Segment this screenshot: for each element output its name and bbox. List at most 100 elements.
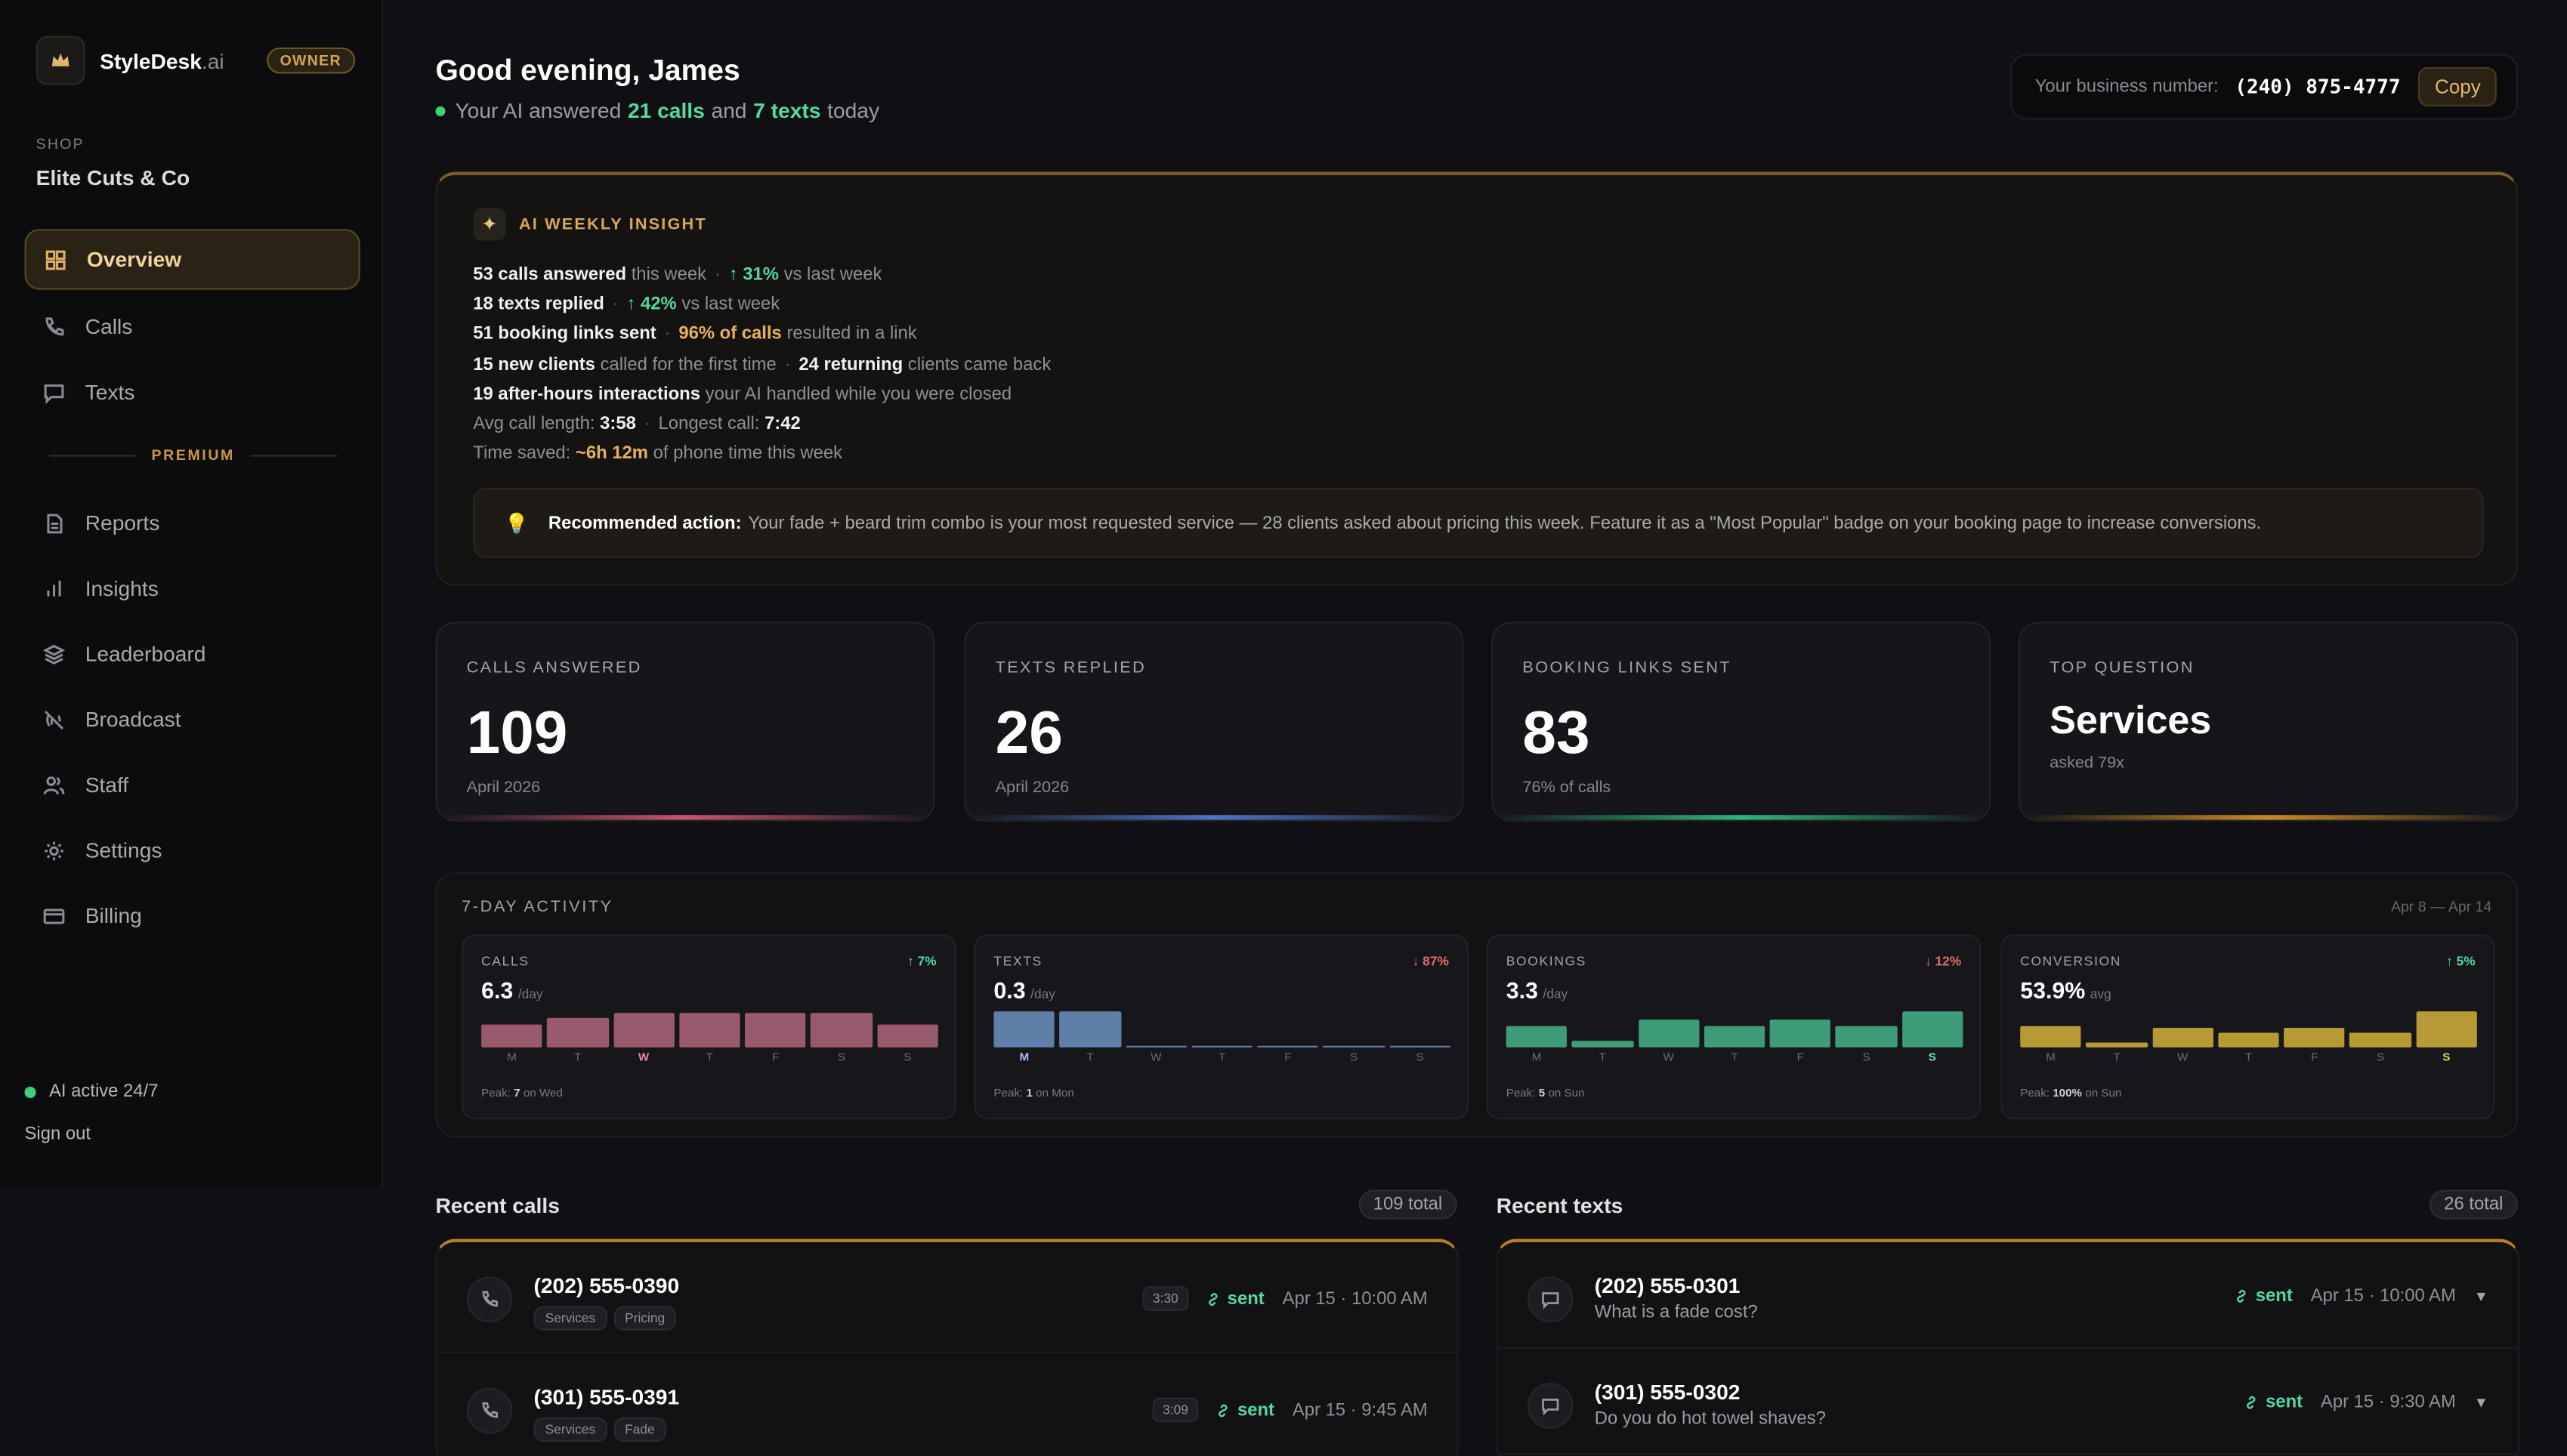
nav-insights[interactable]: Insights — [25, 558, 360, 618]
chart-change: ↑ 7% — [907, 954, 937, 969]
accent-bar — [1493, 815, 1990, 820]
day-label: W — [2177, 1052, 2189, 1064]
activity-bar — [2152, 1027, 2213, 1047]
sender-number: (202) 555-0301 — [1594, 1273, 1741, 1298]
chart-change: ↑ 5% — [2446, 954, 2476, 969]
activity-bar — [1323, 1045, 1385, 1047]
day-label: W — [638, 1052, 650, 1064]
phone-icon — [45, 316, 64, 335]
activity-bar — [1257, 1045, 1319, 1047]
phone-icon — [466, 1276, 513, 1323]
activity-bar — [1769, 1020, 1831, 1047]
expand-caret-icon[interactable]: ▼ — [2473, 1394, 2488, 1411]
bar-group — [481, 1010, 938, 1047]
activity-bar — [2284, 1027, 2346, 1047]
activity-bar — [679, 1013, 740, 1047]
premium-divider: PREMIUM — [49, 447, 337, 464]
text-row[interactable]: (301) 555-0302 Do you do hot towel shave… — [1497, 1349, 2518, 1455]
grid-icon — [45, 249, 66, 270]
call-time: Apr 15 · 9:45 AM — [1292, 1399, 1428, 1420]
bar-chart-icon — [47, 579, 61, 596]
expand-caret-icon[interactable]: ▼ — [2473, 1288, 2488, 1305]
recent-calls-title: Recent calls — [435, 1192, 560, 1218]
activity-range: Apr 8 — Apr 14 — [2390, 898, 2492, 915]
business-number: (240) 875-4777 — [2235, 75, 2401, 99]
nav-broadcast[interactable]: Broadcast — [25, 689, 360, 749]
text-row[interactable]: (202) 555-0301 What is a fade cost? sent… — [1497, 1242, 2518, 1349]
caller-number: (301) 555-0391 — [533, 1384, 680, 1409]
stat-value: 109 — [466, 699, 568, 767]
activity-chart-conversion: CONVERSION ↑ 5% 53.9% avg M T W T F S S Peak: 100% … — [2000, 934, 2495, 1120]
message-preview: What is a fade cost? — [1594, 1303, 1758, 1323]
call-row[interactable]: (301) 555-0391 Services Fade 3:09 sent Apr … — [437, 1353, 1457, 1456]
activity-bar — [1506, 1026, 1568, 1047]
business-number-box: Your business number: (240) 875-4777 Cop… — [2010, 54, 2518, 120]
stat-card-calls[interactable]: CALLS ANSWERED 109 April 2026 — [435, 622, 935, 822]
message-preview: Do you do hot towel shaves? — [1594, 1408, 1826, 1429]
message-icon — [44, 384, 64, 404]
stat-card-bookings[interactable]: BOOKING LINKS SENT 83 76% of calls — [1491, 622, 1991, 822]
day-label: W — [1663, 1052, 1674, 1064]
recent-calls-total: 109 total — [1358, 1189, 1457, 1220]
call-duration: 3:09 — [1153, 1397, 1198, 1423]
nav-reports[interactable]: Reports — [25, 492, 360, 553]
broadcast-icon — [45, 709, 63, 729]
nav-settings[interactable]: Settings — [25, 820, 360, 881]
day-label: S — [1350, 1052, 1358, 1064]
sparkle-icon: ✦ — [473, 208, 506, 241]
copy-button[interactable]: Copy — [2418, 66, 2497, 106]
call-row[interactable]: (202) 555-0390 Services Pricing 3:30 sent A… — [437, 1242, 1457, 1354]
nav-billing[interactable]: Billing — [25, 885, 360, 945]
day-label: T — [1731, 1052, 1738, 1064]
crown-icon — [36, 35, 85, 85]
seven-day-activity: 7-DAY ACTIVITY Apr 8 — Apr 14 CALLS ↑ 7% 6… — [435, 872, 2518, 1138]
activity-bar — [1059, 1011, 1121, 1047]
bar-group — [1506, 1010, 1963, 1047]
nav-texts[interactable]: Texts — [25, 362, 360, 422]
link-sent-status: sent — [2232, 1286, 2293, 1306]
day-label: F — [2311, 1052, 2318, 1064]
call-time: Apr 15 · 10:00 AM — [1282, 1288, 1428, 1309]
day-label: T — [1599, 1052, 1607, 1064]
stat-value: 83 — [1522, 699, 1590, 767]
day-label: T — [706, 1052, 714, 1064]
activity-bar — [481, 1024, 542, 1047]
stat-card-top-question[interactable]: TOP QUESTION Services asked 79x — [2019, 622, 2518, 822]
activity-bar — [1901, 1011, 1963, 1047]
stat-label: CALLS ANSWERED — [466, 659, 642, 678]
activity-bar — [876, 1024, 938, 1047]
recent-texts-total: 26 total — [2429, 1189, 2518, 1220]
activity-bar — [1126, 1045, 1187, 1047]
activity-bar — [1704, 1026, 1765, 1047]
accent-bar — [437, 815, 934, 820]
link-sent-status: sent — [1215, 1400, 1274, 1420]
status-dot — [435, 105, 446, 116]
stat-label: TOP QUESTION — [2050, 659, 2195, 678]
stat-card-texts[interactable]: TEXTS REPLIED 26 April 2026 — [964, 622, 1464, 822]
stat-foot: April 2026 — [466, 779, 541, 797]
message-icon — [1527, 1276, 1574, 1323]
stat-foot: 76% of calls — [1522, 779, 1611, 797]
day-label: M — [1531, 1052, 1542, 1064]
ai-status: AI active 24/7 — [24, 1081, 158, 1101]
activity-bar — [1836, 1026, 1897, 1047]
chart-label: TEXTS — [993, 954, 1043, 969]
day-label: M — [507, 1052, 517, 1064]
brand[interactable]: StyleDesk.ai — [36, 35, 224, 85]
nav-leaderboard[interactable]: Leaderboard — [25, 624, 360, 684]
bar-group — [2020, 1010, 2477, 1047]
link-icon — [1218, 1403, 1228, 1417]
day-label: S — [1416, 1052, 1424, 1064]
sign-out-link[interactable]: Sign out — [24, 1124, 91, 1144]
day-label: S — [837, 1052, 846, 1064]
nav-calls[interactable]: Calls — [25, 296, 360, 356]
stat-foot: April 2026 — [995, 779, 1070, 797]
nav-staff[interactable]: Staff — [25, 754, 360, 815]
users-icon — [43, 776, 65, 794]
link-icon — [2236, 1289, 2246, 1303]
sender-number: (301) 555-0302 — [1594, 1379, 1741, 1405]
gear-icon — [45, 841, 63, 860]
nav-overview[interactable]: Overview — [24, 229, 360, 290]
